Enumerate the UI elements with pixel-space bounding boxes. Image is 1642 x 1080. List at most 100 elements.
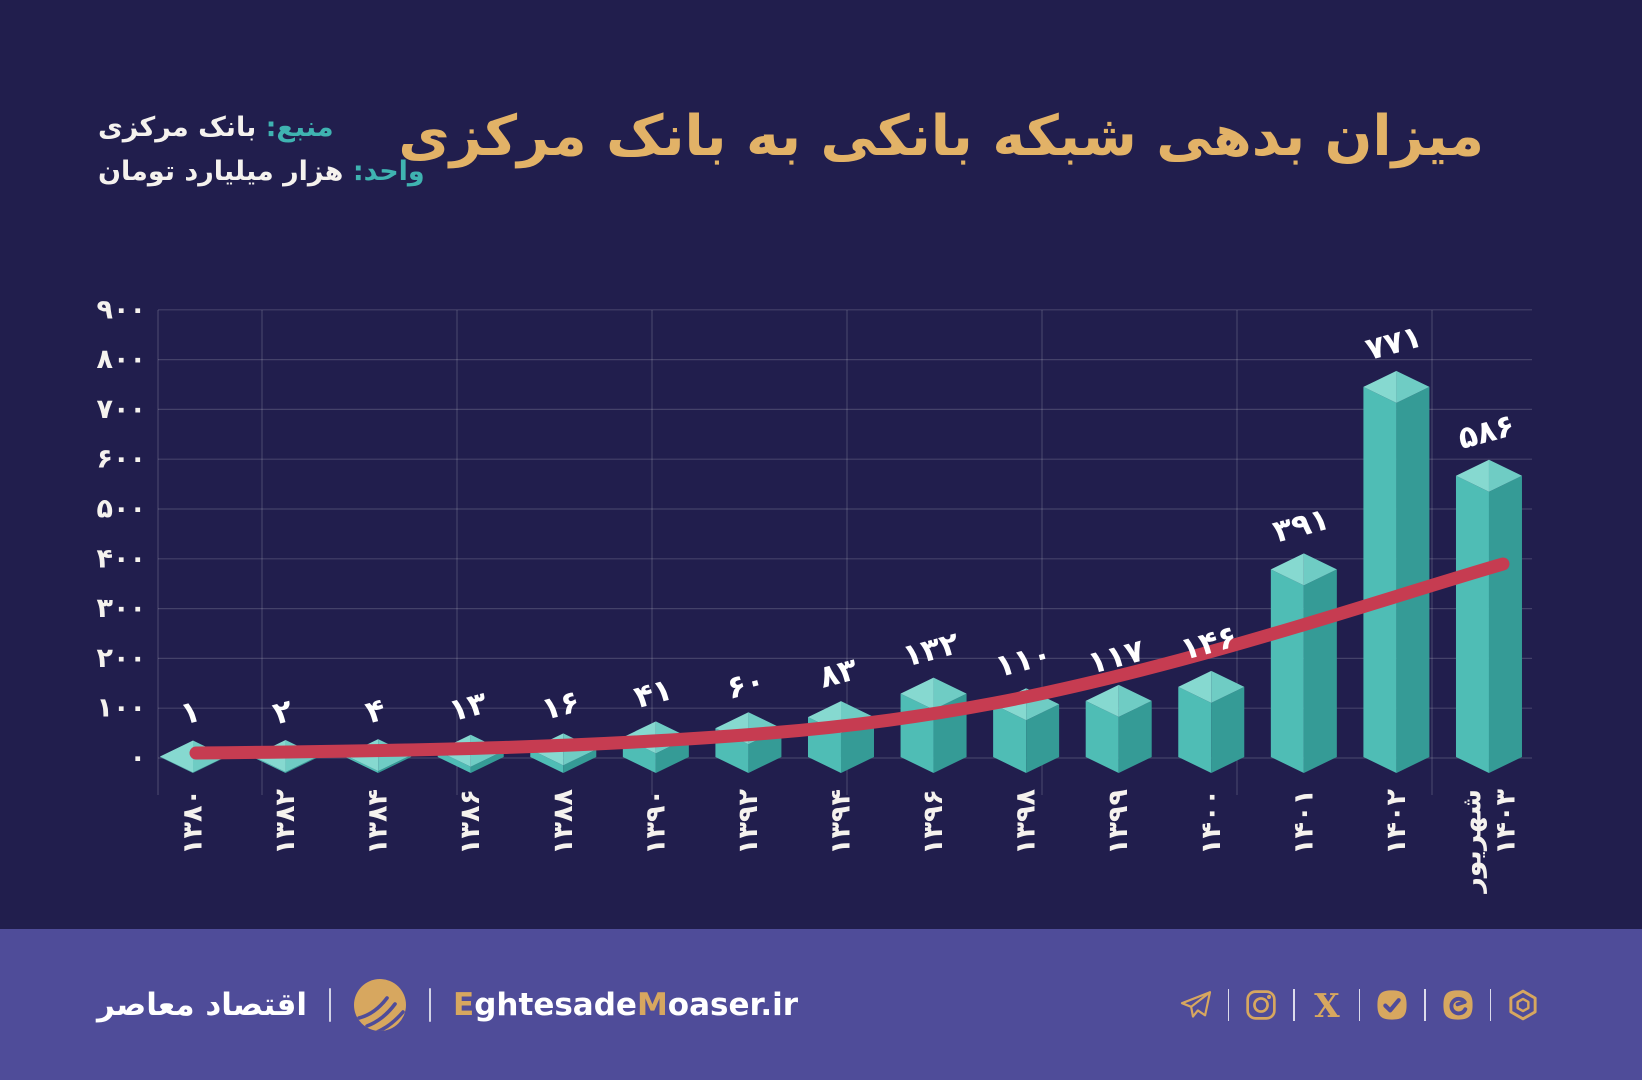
bar-face-right xyxy=(1211,686,1245,773)
bar-face-left xyxy=(345,755,379,773)
bar-top-left xyxy=(900,677,934,710)
footer-divider xyxy=(429,987,432,1022)
bar xyxy=(1363,370,1430,773)
eitaa-icon[interactable] xyxy=(1441,988,1475,1022)
x-tick-label: ۱۴۰۲ xyxy=(1381,788,1412,854)
x-tick-label: ۱۳۹۸ xyxy=(1011,788,1042,854)
icon-divider xyxy=(1424,988,1426,1021)
footer-brand-group: اقتصاد معاصر EghtesadeMoaser.ir xyxy=(97,978,798,1032)
footer-bar: اقتصاد معاصر EghtesadeMoaser.ir xyxy=(0,929,1642,1080)
bar-top-left xyxy=(1455,459,1489,492)
bar-face-left xyxy=(1363,386,1397,773)
bar-face-right xyxy=(285,756,319,773)
bar-top-right xyxy=(1303,553,1337,586)
bar-value-label: ۱ xyxy=(177,693,205,733)
bar-face-left xyxy=(1085,700,1119,773)
bar-face-right xyxy=(1026,704,1060,773)
page-title: میزان بدهی شبکه بانکی به بانک مرکزی xyxy=(398,104,1485,169)
bar-value-label: ۴ xyxy=(362,692,390,732)
bar-top-right xyxy=(1396,370,1430,403)
source-line: منبع: بانک مرکزی xyxy=(98,106,425,150)
x-tick-label: ۱۳۸۶ xyxy=(455,789,486,855)
y-tick-label: ۷۰۰ xyxy=(97,394,146,425)
bar-face-left xyxy=(1178,686,1212,773)
x-tick-label: ۱۴۰۰ xyxy=(1196,789,1227,855)
rubika-icon[interactable] xyxy=(1506,988,1540,1022)
x-tick-label: ۱۳۹۹ xyxy=(1103,789,1134,855)
y-tick-label: ۹۰۰ xyxy=(97,294,146,325)
unit-value: هزار میلیارد تومان xyxy=(98,156,344,187)
bar-top-right xyxy=(933,677,967,710)
bar xyxy=(1270,553,1337,773)
footer-divider xyxy=(329,987,332,1022)
bar-face-left xyxy=(252,756,286,773)
bar-value-label: ۳۹۱ xyxy=(1269,501,1333,550)
y-tick-label: ۶۰۰ xyxy=(97,444,146,475)
x-icon[interactable]: X xyxy=(1310,988,1344,1022)
bar-face-left xyxy=(437,750,471,773)
bar-value-label: ۱۳ xyxy=(445,685,491,730)
y-tick-label: ۴۰۰ xyxy=(97,543,146,574)
bar-value-label: ۱۶ xyxy=(538,683,584,728)
site-url[interactable]: EghtesadeMoaser.ir xyxy=(453,986,799,1023)
trend-line xyxy=(189,557,1510,760)
y-tick-label: ۵۰۰ xyxy=(97,494,146,525)
x-tick-label: ۱۴۰۱ xyxy=(1288,789,1319,855)
bar-face-right xyxy=(748,728,782,773)
bar-face-right xyxy=(193,756,226,773)
bale-icon[interactable] xyxy=(1375,988,1409,1022)
bar-face-right xyxy=(378,755,412,773)
source-value: بانک مرکزی xyxy=(98,112,257,143)
icon-divider xyxy=(1489,988,1491,1021)
unit-line: واحد: هزار میلیارد تومان xyxy=(98,150,425,194)
instagram-icon[interactable] xyxy=(1244,988,1278,1022)
bar-top-left xyxy=(1085,684,1119,717)
bar xyxy=(807,701,874,773)
y-tick-label: ۳۰۰ xyxy=(97,593,146,624)
x-tick-label: ۱۳۹۰ xyxy=(640,789,671,855)
bar xyxy=(1085,684,1152,773)
bar xyxy=(1455,459,1522,773)
x-tick-label: ۱۴۰۳ xyxy=(1490,788,1521,854)
y-tick-label: ۱۰۰ xyxy=(97,693,146,724)
bar-face-left xyxy=(993,704,1027,773)
icon-divider xyxy=(1293,988,1295,1021)
bar-value-label: ۲ xyxy=(269,693,297,733)
bar-top-right xyxy=(1488,459,1522,492)
bar-value-label: ۵۸۶ xyxy=(1454,407,1518,456)
bar-top-left xyxy=(1363,370,1397,403)
x-tick-label: ۱۳۹۴ xyxy=(825,789,856,855)
x-tick-label: ۱۳۹۶ xyxy=(918,789,949,855)
bar-top-left xyxy=(1178,670,1212,703)
telegram-icon[interactable] xyxy=(1179,988,1213,1022)
x-tick-label: شهریور xyxy=(1456,789,1487,895)
brand-logo-icon xyxy=(354,978,407,1031)
bar xyxy=(1178,670,1245,773)
y-tick-label: ۰ xyxy=(130,743,146,774)
bar-face-right xyxy=(470,750,504,773)
unit-label: واحد: xyxy=(352,156,425,187)
svg-text:X: X xyxy=(1314,988,1340,1022)
bar-face-right xyxy=(1303,569,1337,773)
bar-top-left xyxy=(1270,553,1304,586)
icon-divider xyxy=(1358,988,1360,1021)
bar-face-left xyxy=(1455,475,1489,773)
bar-face-left xyxy=(160,756,193,773)
brand-name-fa: اقتصاد معاصر xyxy=(97,986,308,1023)
bar-face-right xyxy=(1396,386,1430,773)
bar-value-label: ۷۷۱ xyxy=(1362,319,1426,368)
x-tick-label: ۱۳۸۰ xyxy=(178,789,209,855)
bar-face-left xyxy=(530,749,564,773)
source-unit-block: منبع: بانک مرکزی واحد: هزار میلیارد توما… xyxy=(98,106,425,194)
bar xyxy=(993,688,1060,773)
bar-face-right xyxy=(1118,700,1152,773)
y-tick-label: ۲۰۰ xyxy=(97,643,146,674)
source-label: منبع: xyxy=(265,112,334,143)
bar-face-right xyxy=(563,749,597,773)
bar-face-right xyxy=(1488,475,1522,773)
bar-value-label: ۴۱ xyxy=(630,671,676,716)
bar-value-label: ۱۳۲ xyxy=(899,625,963,674)
bar-top-left xyxy=(160,740,193,773)
